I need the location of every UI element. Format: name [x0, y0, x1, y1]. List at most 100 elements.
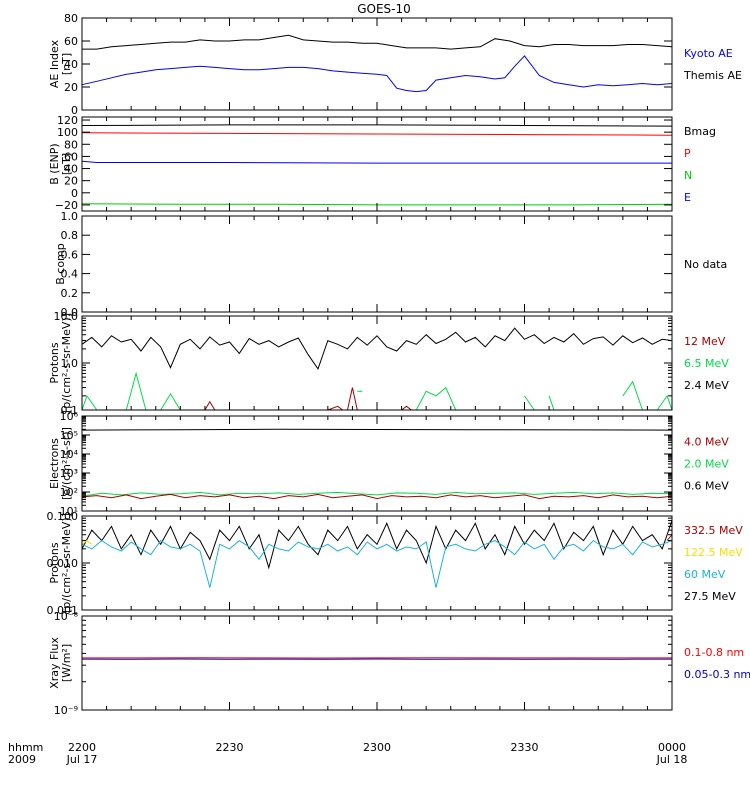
panel-2-legend-3: N [684, 169, 692, 182]
panel-1-ytick-label-3: 40 [64, 58, 78, 71]
panel-3-frame [81, 215, 673, 313]
panel-1-frame [81, 17, 673, 111]
panel-3-ytick-label-5: 0.8 [61, 229, 79, 242]
panel-5-ylabel-1: Electrons [48, 438, 61, 489]
panel-1-ytick-label-2: 20 [64, 81, 78, 94]
panel-7-ylabel-1: Xray Flux [48, 637, 61, 689]
panel-4-legend-1: 12 MeV [684, 335, 726, 348]
panel-3-legend-1: No data [684, 258, 727, 271]
panel-2-ytick-label-8: 120 [57, 114, 78, 127]
panel-1: 0 20 40 60 80 AE Index [nT] Kyoto AE Themis AE [48, 12, 742, 117]
panel-5-ytick-label-4: 10⁴ [60, 448, 79, 461]
panel-2-ylabel-2: [nT] [60, 153, 73, 175]
time-axis-row2-label: 2009 [8, 753, 36, 766]
panel-1-ytick-label-1: 0 [71, 104, 78, 117]
panel-6-legend-4: 27.5 MeV [684, 590, 736, 603]
panel-6-ytick-label-1: 0.001 [47, 604, 79, 617]
panel-4-series-3-seg-4 [401, 405, 412, 411]
panel-4-legend-2: 6.5 MeV [684, 357, 729, 370]
panel-6-legend-2: 122.5 MeV [684, 546, 743, 559]
panel-6-legend-3: 60 MeV [684, 568, 726, 581]
panel-4-series-3-seg-3 [347, 387, 358, 411]
panel-6-series-2 [81, 539, 673, 588]
panel-5-ytick-label-6: 10⁶ [60, 410, 79, 423]
time-tick-date-5: Jul 18 [656, 753, 688, 766]
panel-3-ytick-label-4: 0.6 [61, 248, 79, 261]
panel-2-ylabel-1: B (ENP) [48, 143, 61, 184]
panel-4-series-2-seg-2 [125, 371, 147, 411]
panel-2-ytick-label-2: 0 [71, 187, 78, 200]
panel-1-ylabel-1: AE Index [48, 39, 61, 88]
time-tick-label-5: 0000 [658, 741, 686, 754]
panel-5-ylabel-2: [e/(cm²-s-sr)] [60, 427, 73, 500]
panel-2-ytick-label-3: 20 [64, 175, 78, 188]
panel-5: 10¹ 10² 10³ 10⁴ 10⁵ 10⁶ Electrons [e/(cm²-s-sr)… [48, 410, 729, 518]
time-tick-label-4: 2330 [511, 741, 539, 754]
panel-4-legend-3: 2.4 MeV [684, 379, 729, 392]
panel-7-legend-2: 0.05-0.3 nm [684, 668, 750, 681]
panel-5-series-3 [81, 493, 673, 500]
panel-4-series-2-seg-8 [548, 395, 555, 411]
panel-6: 0.001 0.010 0.100 Protons [p/(cm²-s-sr-MeV)]… [47, 510, 744, 617]
panel-1-legend-1: Kyoto AE [684, 47, 733, 60]
time-tick-date-1: Jul 17 [66, 753, 98, 766]
panel-4-series-3-seg-1 [204, 400, 216, 411]
panel-6-legend-1: 332.5 MeV [684, 524, 743, 537]
time-tick-label-2: 2230 [216, 741, 244, 754]
panel-2-series-2 [81, 132, 673, 136]
panel-2-series-3 [81, 160, 672, 164]
panel-5-legend-2: 2.0 MeV [684, 458, 729, 471]
panel-4-ylabel-2: [p/(cm²-s-sr-MeV)] [60, 313, 73, 413]
panel-4-series-1 [81, 327, 673, 370]
panel-4-series-2-seg-6 [415, 386, 457, 411]
panel-2-frame [81, 116, 673, 212]
panel-4-frame [81, 315, 673, 411]
panel-2-ytick-label-5: 60 [64, 150, 78, 163]
panel-4-ytick-label-3: 10.0 [54, 310, 79, 323]
panel-2-ytick-label-4: 40 [64, 163, 78, 176]
panel-3-ytick-label-6: 1.0 [61, 210, 79, 223]
panel-5-ytick-label-5: 10⁵ [60, 429, 78, 442]
panel-4-ytick-label-1: 0.1 [61, 404, 79, 417]
panel-6-frame [81, 515, 673, 611]
panel-3: 0.0 0.2 0.4 0.6 0.8 1.0 B comp No data [54, 210, 727, 319]
panel-4-ytick-label-2: 1.0 [61, 357, 79, 370]
panel-6-series-4 [666, 534, 673, 541]
panel-5-series-1 [81, 428, 673, 431]
panel-5-legend-1: 4.0 MeV [684, 436, 729, 449]
panel-7-frame [81, 615, 673, 711]
panel-1-ytick-label-4: 60 [64, 35, 78, 48]
panel-6-ytick-label-3: 0.100 [47, 510, 79, 523]
panel-2-ytick-label-6: 80 [64, 138, 78, 151]
panel-1-legend-2: Themis AE [683, 69, 742, 82]
panel-6-ylabel-1: Protons [48, 542, 61, 583]
panel-3-ylabel-1: B comp [54, 243, 67, 285]
panel-7-ytick-label-2: 10⁻⁸ [54, 610, 79, 623]
panel-5-series-2 [81, 491, 673, 497]
panel-7-ytick-label-1: 10⁻⁹ [54, 704, 78, 717]
panel-3-ytick-label-3: 0.4 [61, 268, 79, 281]
panel-5-legend-3: 0.6 MeV [684, 480, 729, 493]
panel-5-ytick-label-1: 10¹ [60, 505, 78, 518]
panel-6-ytick-label-2: 0.010 [47, 557, 79, 570]
panel-6-series-3 [81, 539, 93, 545]
panel-1-ylabel-2: [nT] [60, 53, 73, 75]
panel-4-ylabel-1: Protons [48, 342, 61, 383]
panel-7-legend-1: 0.1-0.8 nm [684, 646, 744, 659]
time-axis-row1-label: hhmm [8, 741, 43, 754]
time-tick-label-3: 2300 [363, 741, 391, 754]
panel-6-ylabel-2: [p/(cm²-s-sr-MeV)] [60, 513, 73, 613]
panel-4-series-2-seg-7 [524, 395, 535, 411]
panel-4-series-2-seg-10 [622, 380, 643, 411]
panel-5-ytick-label-2: 10² [60, 486, 78, 499]
panel-1-ytick-label-5: 80 [64, 12, 78, 25]
time-tick-label-1: 2200 [68, 741, 96, 754]
panel-2-legend-1: Bmag [684, 125, 716, 138]
panel-5-ytick-label-3: 10³ [60, 467, 78, 480]
panel-7-ylabel-2: [W/m²] [60, 644, 73, 682]
panel-2-legend-4: E [684, 191, 691, 204]
